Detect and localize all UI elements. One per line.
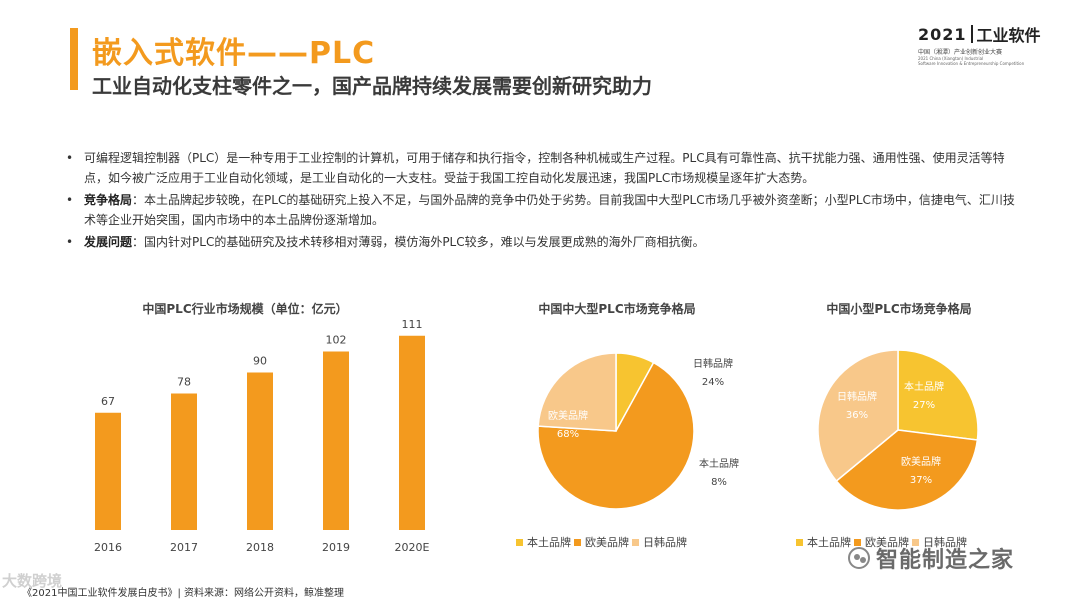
bullet-dot: • xyxy=(66,193,74,207)
logo-divider xyxy=(970,25,973,43)
pie-slice xyxy=(835,429,979,511)
pie-value-label: 8% xyxy=(711,477,727,488)
x-tick-label: 2019 xyxy=(322,541,350,554)
pie-value-label: 36% xyxy=(846,410,868,421)
legend-label: 本土品牌 xyxy=(807,535,851,549)
pie-value-label: 27% xyxy=(913,400,935,411)
legend-swatch xyxy=(632,539,639,546)
bar-value-label: 102 xyxy=(326,334,347,347)
bullet-text: ：本土品牌起步较晚，在PLC的基础研究上投入不足，与国外品牌的竞争中仍处于劣势。… xyxy=(84,193,1015,227)
legend-label: 日韩品牌 xyxy=(643,535,687,549)
pie-slice-label: 日韩品牌 xyxy=(693,357,733,370)
legend-label: 欧美品牌 xyxy=(585,535,629,549)
pie-slice-label: 欧美品牌 xyxy=(901,455,941,468)
bar-value-label: 67 xyxy=(101,395,115,408)
watermark-right: 智能制造之家 xyxy=(848,542,1014,574)
pie-value-label: 68% xyxy=(557,429,579,440)
x-tick-label: 2020E xyxy=(395,541,430,554)
competition-logo: 2021 工业软件 中国（湘潭）产业创新创业大赛 2021 China (Xia… xyxy=(918,22,1048,67)
bullet-text: ：国内针对PLC的基础研究及技术转移相对薄弱，模仿海外PLC较多，难以与发展更成… xyxy=(132,235,705,249)
bullet-item: • 竞争格局：本土品牌起步较晚，在PLC的基础研究上投入不足，与国外品牌的竞争中… xyxy=(66,190,1026,230)
legend-label: 本土品牌 xyxy=(527,535,571,549)
pie-chart-title: 中国小型PLC市场竞争格局 xyxy=(826,301,971,316)
pie-slice xyxy=(537,361,695,510)
page-subtitle: 工业自动化支柱零件之一，国产品牌持续发展需要创新研究助力 xyxy=(92,74,652,98)
logo-en-line-1: 2021 China (Xiangtan) Industrial xyxy=(918,56,984,61)
pie-slice-label: 欧美品牌 xyxy=(548,409,588,422)
bar-value-label: 78 xyxy=(177,376,191,389)
bullet-label: 竞争格局 xyxy=(84,193,133,207)
wechat-icon xyxy=(848,547,870,569)
title-accent-bar xyxy=(70,28,78,90)
bullet-dot: • xyxy=(66,235,74,249)
logo-year: 2021 xyxy=(918,24,967,44)
legend-swatch xyxy=(574,539,581,546)
pie-value-label: 37% xyxy=(910,475,932,486)
bullet-label: 发展问题 xyxy=(84,235,133,249)
bullet-item: • 发展问题：国内针对PLC的基础研究及技术转移相对薄弱，模仿海外PLC较多，难… xyxy=(66,232,1026,252)
bullet-list: • 可编程逻辑控制器（PLC）是一种专用于工业控制的计算机，可用于储存和执行指令… xyxy=(66,148,1026,254)
x-tick-label: 2018 xyxy=(246,541,274,554)
bar-value-label: 111 xyxy=(402,318,423,331)
pie-chart-title: 中国中大型PLC市场竞争格局 xyxy=(538,301,695,316)
watermark-left: 大数跨境 xyxy=(2,572,63,590)
pie-slice-label: 本土品牌 xyxy=(699,457,739,470)
bullet-text: 可编程逻辑控制器（PLC）是一种专用于工业控制的计算机，可用于储存和执行指令，控… xyxy=(84,151,1005,185)
page-title: 嵌入式软件——PLC xyxy=(92,36,376,71)
pie-slice xyxy=(537,352,617,432)
pie-slice xyxy=(817,349,899,483)
logo-en-line-2: Software Innovation & Entrepreneurship C… xyxy=(918,61,1025,66)
logo-cn-line: 中国（湘潭）产业创新创业大赛 xyxy=(918,49,1003,56)
bar xyxy=(247,372,273,530)
bar-value-label: 90 xyxy=(253,355,267,368)
pie-slice-label: 日韩品牌 xyxy=(837,390,877,403)
watermark-right-text: 智能制造之家 xyxy=(876,548,1015,573)
x-tick-label: 2016 xyxy=(94,541,122,554)
bar xyxy=(95,412,121,530)
pie-slice xyxy=(615,352,655,432)
legend-swatch xyxy=(516,539,523,546)
bar xyxy=(323,351,349,530)
pie-slice-label: 本土品牌 xyxy=(904,380,944,393)
pie-slice xyxy=(897,349,979,441)
logo-name: 工业软件 xyxy=(976,26,1041,45)
legend-swatch xyxy=(796,539,803,546)
bullet-item: • 可编程逻辑控制器（PLC）是一种专用于工业控制的计算机，可用于储存和执行指令… xyxy=(66,148,1026,188)
bar xyxy=(399,335,425,530)
bullet-dot: • xyxy=(66,151,74,165)
bar-chart-title: 中国PLC行业市场规模（单位：亿元） xyxy=(142,301,347,316)
x-tick-label: 2017 xyxy=(170,541,198,554)
bar xyxy=(171,393,197,530)
source-footnote: 《2021中国工业软件发展白皮书》| 资料来源：网络公开资料，鲸准整理 xyxy=(22,588,344,599)
pie-value-label: 24% xyxy=(702,377,724,388)
